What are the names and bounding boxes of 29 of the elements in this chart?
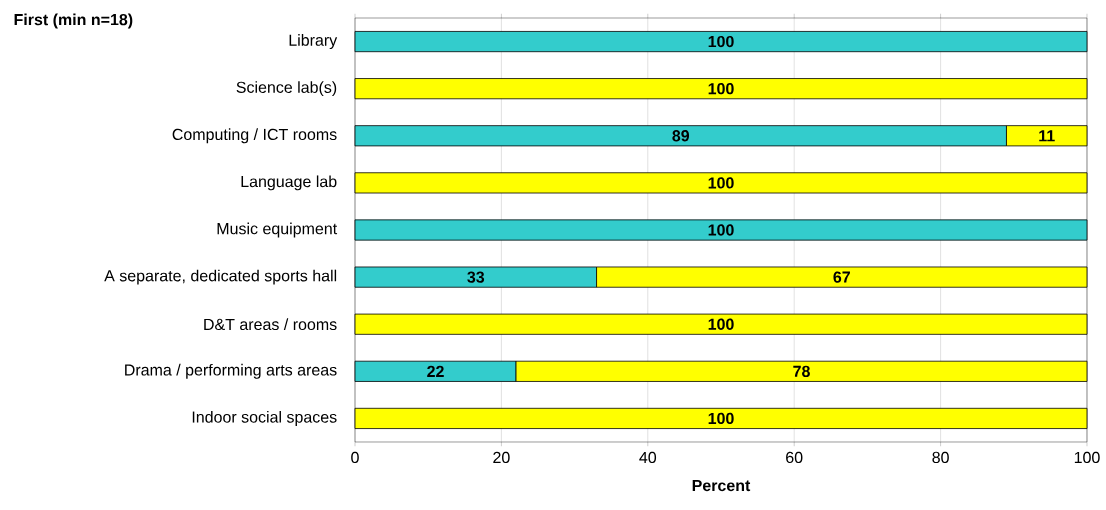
y-tick-label: Drama / performing arts areas <box>125 363 337 379</box>
data-label: 100 <box>708 83 734 95</box>
data-label: 78 <box>793 365 810 377</box>
y-tick-label: Science lab(s) <box>236 81 337 97</box>
x-tick-label: 100 <box>1074 451 1100 464</box>
data-label: 100 <box>708 177 734 189</box>
data-label: 100 <box>708 412 734 425</box>
data-label: 22 <box>427 365 444 377</box>
data-label: 100 <box>708 35 734 48</box>
x-tick-label: 0 <box>351 451 359 464</box>
y-tick-label: A separate, dedicated sports hall <box>104 269 337 285</box>
y-tick-label: D&T areas / rooms <box>204 318 337 331</box>
data-label: 67 <box>833 271 850 283</box>
data-label: 33 <box>467 271 485 283</box>
data-label: 11 <box>1039 130 1055 142</box>
text: First (min n=18) <box>14 13 133 29</box>
x-axis-title: Percent <box>692 479 751 492</box>
x-tick-label: 20 <box>493 451 510 464</box>
y-tick-label: Indoor social spaces <box>192 410 337 426</box>
y-tick-label: Computing / ICT rooms <box>172 128 337 144</box>
data-label: 100 <box>708 318 734 330</box>
data-label: 89 <box>672 130 690 142</box>
x-tick-label: 80 <box>932 451 949 464</box>
y-tick-label: Language lab <box>241 175 337 191</box>
y-tick-label: Library <box>289 34 338 50</box>
x-tick-label: 60 <box>786 451 803 464</box>
y-tick-label: Music equipment <box>217 222 338 238</box>
data-label: 100 <box>708 224 734 236</box>
x-tick-label: 40 <box>639 451 657 464</box>
